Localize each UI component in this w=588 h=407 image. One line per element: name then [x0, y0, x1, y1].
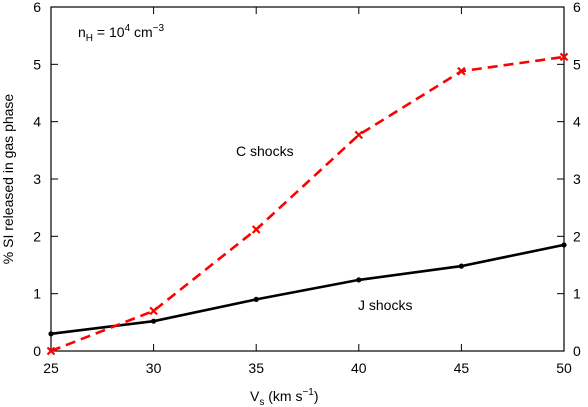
x-tick-label: 50	[556, 360, 572, 376]
y-tick-label: 1	[33, 286, 41, 302]
y-tick-label: 6	[33, 0, 41, 15]
x-axis-label: Vs (km s−1)	[250, 387, 319, 407]
c-shocks-label: C shocks	[236, 143, 294, 159]
y-tick-label: 2	[33, 228, 41, 244]
j-shocks-point	[458, 263, 464, 269]
j-shocks-point	[151, 318, 157, 324]
j-shocks-point	[48, 331, 54, 337]
c-shocks-point	[559, 52, 569, 62]
x-tick-label: 30	[146, 360, 162, 376]
j-shocks-point	[356, 277, 362, 283]
y-tick-label-right: 5	[573, 56, 581, 72]
c-shocks-point	[46, 346, 56, 356]
density-annotation: nH = 104 cm−3	[78, 23, 165, 44]
y-tick-label: 5	[33, 56, 41, 72]
x-tick-label: 25	[43, 360, 59, 376]
c-shocks-point	[251, 225, 261, 234]
y-tick-label: 3	[33, 171, 41, 187]
j-shocks-line	[50, 243, 565, 336]
c-shocks-point	[457, 66, 466, 76]
y-tick-label-right: 2	[573, 228, 581, 244]
y-tick-label: 4	[33, 114, 41, 130]
right-y-axis: 0 1 2 3 4 5 6	[557, 0, 581, 359]
left-y-axis: 0 1 2 3 4 5 6	[33, 0, 58, 359]
x-tick-label: 45	[454, 360, 470, 376]
y-axis-label: % SI released in gas phase	[0, 94, 16, 265]
y-tick-label-right: 6	[573, 0, 581, 15]
c-shocks-line	[50, 55, 565, 353]
y-tick-label-right: 1	[573, 286, 581, 302]
c-shocks-point	[149, 306, 158, 316]
c-shocks-point	[354, 130, 364, 140]
x-tick-label: 35	[248, 360, 264, 376]
j-shocks-point	[253, 296, 259, 302]
j-shocks-label: J shocks	[358, 297, 412, 313]
y-tick-label-right: 4	[573, 114, 581, 130]
y-tick-label: 0	[33, 343, 41, 359]
y-tick-label-right: 3	[573, 171, 581, 187]
x-axis: 25 30 35 40 45 50	[43, 7, 572, 376]
plot-frame	[50, 6, 565, 352]
series-layer	[46, 52, 569, 356]
x-tick-label: 40	[351, 360, 367, 376]
y-tick-label-right: 0	[573, 343, 581, 359]
j-shocks-point	[561, 242, 567, 248]
